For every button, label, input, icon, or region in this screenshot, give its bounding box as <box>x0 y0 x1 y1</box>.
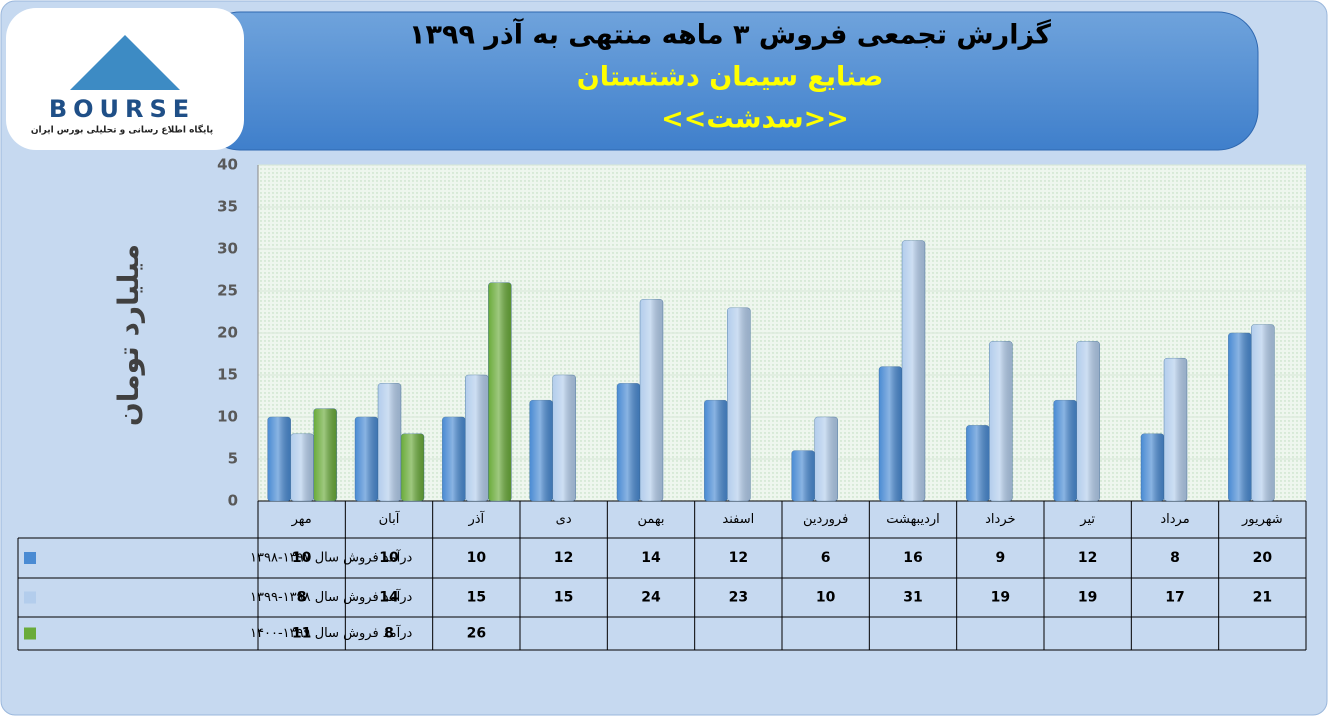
table-value: 31 <box>903 590 922 606</box>
x-tick-label: دی <box>556 512 572 527</box>
x-tick-label: تیر <box>1079 512 1095 527</box>
y-tick-label: 20 <box>217 324 238 342</box>
table-value: 9 <box>995 550 1005 566</box>
legend-swatch <box>24 591 36 604</box>
table-value: 10 <box>816 590 836 606</box>
table-value: 8 <box>384 626 394 642</box>
legend-swatch <box>24 552 36 564</box>
bar-shine <box>727 307 751 501</box>
bar-shine <box>1228 333 1252 501</box>
bar-shine <box>704 400 728 501</box>
table-value: 6 <box>821 550 831 566</box>
x-tick-label: اردیبهشت <box>886 512 940 527</box>
table-value: 10 <box>379 550 399 566</box>
bar-shine <box>617 383 640 501</box>
table-value: 12 <box>554 550 573 566</box>
bar-shine <box>378 383 401 501</box>
bar-shine <box>1053 400 1077 501</box>
x-tick-label: مرداد <box>1160 512 1189 527</box>
x-tick-label: بهمن <box>637 512 664 527</box>
y-tick-label: 25 <box>217 282 238 300</box>
x-tick-label: اسفند <box>722 512 754 527</box>
y-tick-label: 10 <box>217 408 238 426</box>
chart-subtitle: صنایع سیمان دشتستان <box>577 62 884 93</box>
bar-shine <box>902 240 925 501</box>
table-value: 10 <box>292 550 312 566</box>
bar-shine <box>401 433 424 501</box>
legend-swatch <box>24 627 36 640</box>
bar-shine <box>814 417 838 501</box>
x-tick-label: آذر <box>467 510 485 527</box>
table-value: 8 <box>1170 550 1180 566</box>
legend-label: درآمد فروش سال ۱۳۹۹-۱۴۰۰ <box>250 624 412 641</box>
table-value: 21 <box>1253 590 1272 606</box>
table-value: 24 <box>641 590 661 606</box>
bar-shine <box>1251 324 1275 501</box>
bar-shine <box>267 417 291 501</box>
y-tick-label: 30 <box>217 240 238 258</box>
table-value: 15 <box>467 590 486 606</box>
bar-shine <box>529 400 553 501</box>
y-tick-label: 15 <box>217 366 238 384</box>
bar-shine <box>989 341 1013 501</box>
bar-shine <box>442 417 466 501</box>
x-tick-label: شهریور <box>1241 512 1283 527</box>
bar-shine <box>465 375 489 501</box>
legend-label: درآمد فروش سال ۱۳۹۷-۱۳۹۸ <box>250 549 412 566</box>
bar-shine <box>355 417 378 501</box>
table-value: 11 <box>292 626 311 642</box>
legend-label: درآمد فروش سال ۱۳۹۸-۱۳۹۹ <box>250 588 412 605</box>
table-value: 10 <box>467 550 487 566</box>
y-tick-label: 0 <box>228 492 238 510</box>
bar-shine <box>1076 341 1100 501</box>
symbol: <<سدشت>> <box>661 104 849 135</box>
chart-title: گزارش تجمعی فروش ۳ ماهه منتهی به آذر ۱۳۹… <box>409 18 1051 51</box>
bar-shine <box>1141 433 1164 501</box>
bar-shine <box>966 425 990 501</box>
bar-shine <box>879 366 902 501</box>
y-tick-label: 40 <box>217 156 238 174</box>
bar-shine <box>290 433 314 501</box>
x-tick-label: آبان <box>379 510 401 527</box>
y-tick-label: 5 <box>228 450 238 468</box>
logo-shape <box>70 35 180 90</box>
x-tick-label: خرداد <box>985 512 1015 527</box>
table-value: 19 <box>991 590 1010 606</box>
y-axis-label: میلیارد تومان <box>112 244 145 426</box>
table-value: 23 <box>729 590 748 606</box>
logo-name: BOURSE <box>49 95 195 123</box>
table-value: 8 <box>297 590 307 606</box>
table-value: 14 <box>641 550 661 566</box>
bar-shine <box>640 299 663 501</box>
table-value: 14 <box>379 590 399 606</box>
table-value: 26 <box>467 626 486 642</box>
y-tick-label: 35 <box>217 198 238 216</box>
table-value: 12 <box>729 550 748 566</box>
bar-shine <box>791 450 815 501</box>
bar-shine <box>488 282 512 501</box>
x-tick-label: فروردین <box>803 512 848 527</box>
table-value: 20 <box>1253 550 1273 566</box>
bar-shine <box>313 408 337 501</box>
table-value: 16 <box>903 550 922 566</box>
logo-tagline: پایگاه اطلاع رسانی و تحلیلی بورس ایران <box>31 124 213 136</box>
table-value: 12 <box>1078 550 1097 566</box>
table-value: 15 <box>554 590 573 606</box>
bar-shine <box>552 375 576 501</box>
table-value: 17 <box>1165 590 1184 606</box>
bar-shine <box>1164 358 1187 501</box>
x-tick-label: مهر <box>291 512 312 527</box>
table-value: 19 <box>1078 590 1097 606</box>
